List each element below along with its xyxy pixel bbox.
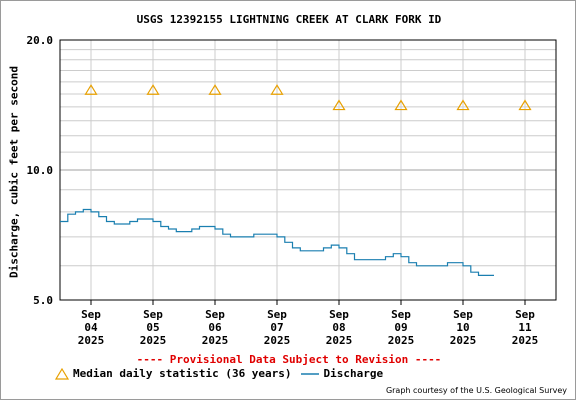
x-tick-label: Sep 07 2025 (257, 308, 297, 347)
line-swatch-icon (300, 372, 319, 375)
median-marker (270, 84, 284, 95)
x-tick-label: Sep 09 2025 (381, 308, 421, 347)
x-tick-month: Sep (329, 308, 349, 321)
x-tick-year: 2025 (77, 334, 105, 347)
chart-title: USGS 12392155 LIGHTNING CREEK AT CLARK F… (136, 13, 442, 26)
x-tick-day: 07 (270, 321, 284, 334)
provisional-notice: ---- Provisional Data Subject to Revisio… (136, 353, 442, 366)
x-tick-label: Sep 10 2025 (443, 308, 483, 347)
x-tick-month: Sep (453, 308, 473, 321)
x-tick-label: Sep 11 2025 (505, 308, 545, 347)
median-marker (518, 99, 532, 111)
x-tick-month: Sep (81, 308, 101, 321)
x-tick-day: 06 (208, 321, 222, 334)
credit-text: Graph courtesy of the U.S. Geological Su… (385, 386, 567, 395)
x-tick-month: Sep (205, 308, 225, 321)
x-tick-day: 05 (146, 321, 160, 334)
median-marker (456, 99, 470, 111)
legend-item-median: Median daily statistic (36 years) (55, 367, 292, 380)
x-tick-month: Sep (267, 308, 287, 321)
x-tick-year: 2025 (201, 334, 229, 347)
x-tick-label: Sep 04 2025 (71, 308, 111, 347)
x-tick-year: 2025 (511, 334, 539, 347)
x-tick-month: Sep (143, 308, 163, 321)
y-tick-label: 5.0 (33, 294, 53, 307)
x-tick-day: 04 (84, 321, 98, 334)
x-tick-day: 10 (456, 321, 470, 334)
median-marker (146, 84, 160, 95)
x-tick-year: 2025 (387, 334, 415, 347)
discharge-series-line (60, 208, 494, 276)
x-tick-label: Sep 05 2025 (133, 308, 173, 347)
legend-discharge-label: Discharge (323, 367, 384, 380)
x-tick-year: 2025 (139, 334, 167, 347)
triangle-icon (55, 367, 69, 380)
y-tick-label: 20.0 (26, 34, 54, 47)
x-tick-label: Sep 06 2025 (195, 308, 235, 347)
x-tick-year: 2025 (263, 334, 291, 347)
legend-item-discharge: Discharge (300, 367, 384, 380)
median-marker (208, 84, 222, 95)
median-marker (394, 99, 408, 111)
x-tick-day: 11 (518, 321, 532, 334)
x-tick-month: Sep (391, 308, 411, 321)
x-tick-month: Sep (515, 308, 535, 321)
median-marker (332, 99, 346, 111)
x-tick-day: 08 (332, 321, 346, 334)
x-tick-year: 2025 (325, 334, 353, 347)
y-tick-label: 10.0 (26, 164, 54, 177)
plot-border (59, 39, 557, 301)
median-marker (84, 84, 98, 95)
x-tick-day: 09 (394, 321, 408, 334)
x-tick-label: Sep 08 2025 (319, 308, 359, 347)
legend: Median daily statistic (36 years) Discha… (55, 367, 391, 380)
legend-median-label: Median daily statistic (36 years) (73, 367, 292, 380)
x-tick-year: 2025 (449, 334, 477, 347)
